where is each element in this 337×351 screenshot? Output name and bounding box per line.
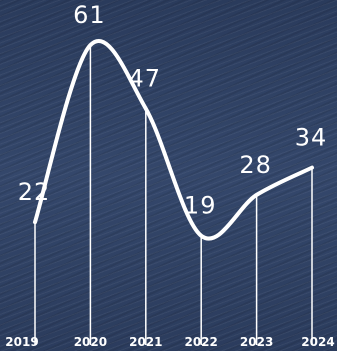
data-label: 22	[18, 178, 51, 206]
line	[33, 39, 314, 241]
x-tick-label: 2019	[5, 335, 38, 349]
x-tick-label: 2022	[184, 335, 217, 349]
x-tick-label: 2021	[129, 335, 162, 349]
data-label: 19	[184, 192, 217, 220]
data-label: 34	[295, 124, 328, 152]
data-label: 47	[129, 65, 162, 93]
x-tick-label: 2024	[301, 335, 334, 349]
data-label: 61	[73, 1, 106, 29]
x-tick-label: 2020	[74, 335, 107, 349]
x-tick-label: 2023	[240, 335, 273, 349]
data-label: 28	[239, 151, 272, 179]
